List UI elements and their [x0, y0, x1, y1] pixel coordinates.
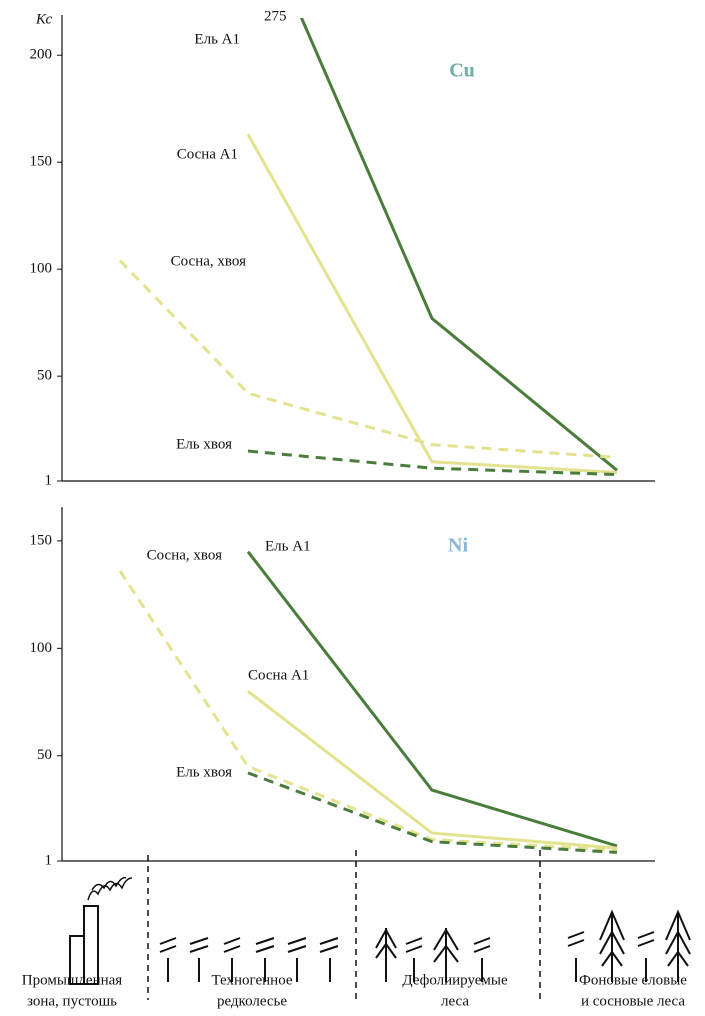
series-line — [248, 773, 617, 852]
zone-label: Промышленная — [22, 972, 123, 988]
series-line — [248, 691, 617, 848]
page: 150100150200CuКсЕль А1275Сосна А1Сосна, … — [0, 0, 705, 1016]
series-label: Сосна, хвоя — [171, 253, 246, 269]
series-label: Ель А1 — [194, 31, 240, 47]
series-line — [248, 134, 617, 472]
y-tick-label: 150 — [30, 154, 53, 170]
series-line — [248, 552, 617, 846]
series-line — [120, 261, 617, 458]
zone-label: леса — [441, 993, 469, 1009]
zone-label: Техногенное — [211, 972, 292, 988]
y-tick-label: 50 — [37, 747, 52, 763]
chart-title: Cu — [449, 60, 475, 82]
series-label: Ель хвоя — [176, 436, 232, 452]
zone-label: Дефолиируемые — [402, 972, 508, 988]
y-tick-label: 100 — [30, 640, 53, 656]
zone-label: зона, пустошь — [27, 993, 117, 1009]
y-tick-label: 1 — [45, 472, 53, 488]
zone-label: и сосновые леса — [581, 993, 685, 1009]
y-tick-label: 200 — [30, 47, 53, 63]
zone-label: редколесье — [217, 993, 287, 1009]
series-line — [120, 571, 617, 850]
chart-title: Ni — [448, 535, 468, 557]
series-label: Ель хвоя — [176, 764, 232, 780]
value-label: 275 — [264, 8, 287, 24]
series-label: Сосна, хвоя — [147, 547, 222, 563]
factory-icon — [70, 878, 132, 984]
y-tick-label: 1 — [45, 852, 53, 868]
series-label: Сосна А1 — [177, 146, 238, 162]
y-axis-label: Кс — [35, 11, 53, 27]
y-tick-label: 100 — [30, 261, 53, 277]
series-label: Ель А1 — [265, 538, 311, 554]
y-tick-label: 50 — [37, 368, 52, 384]
chart: 150100150200CuКсЕль А1275Сосна А1Сосна, … — [0, 0, 705, 1016]
y-tick-label: 150 — [30, 532, 53, 548]
series-label: Сосна А1 — [248, 667, 309, 683]
zone-label: Фоновые еловые — [579, 972, 687, 988]
